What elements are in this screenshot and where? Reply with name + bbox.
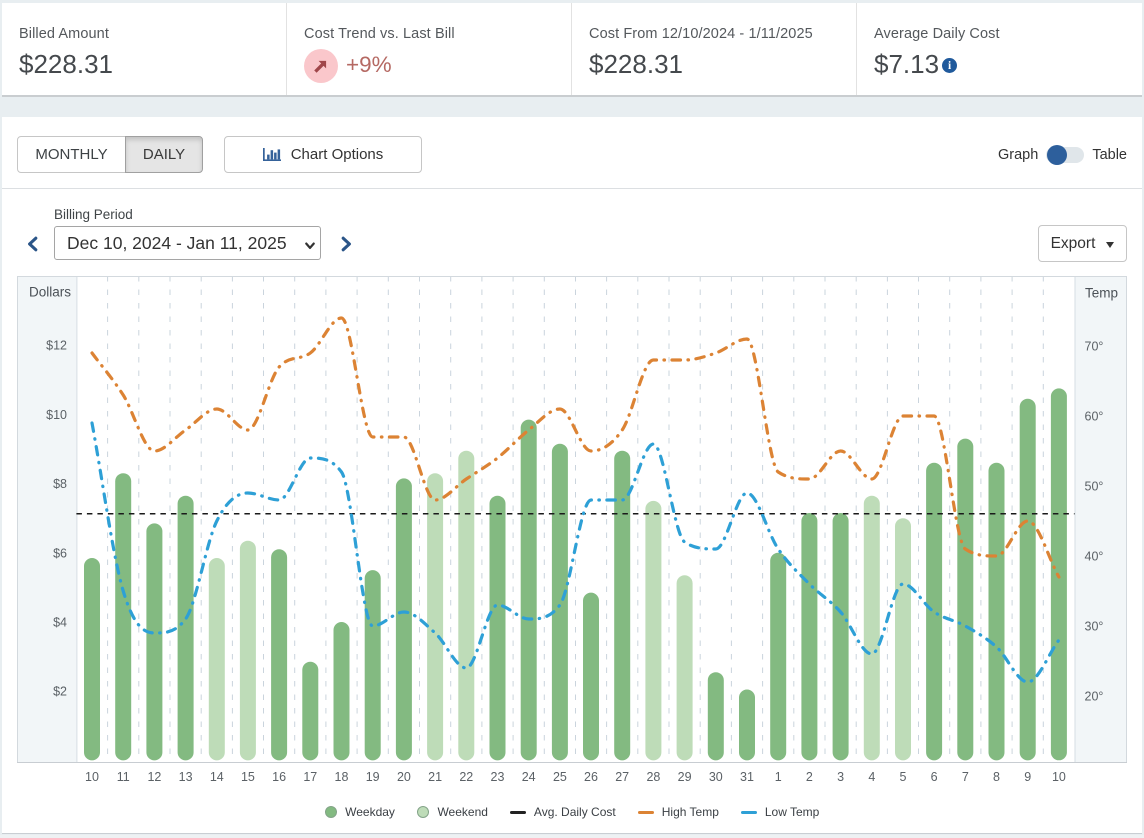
svg-text:11: 11 <box>117 770 130 784</box>
svg-text:$4: $4 <box>53 616 67 630</box>
svg-text:$12: $12 <box>46 339 67 353</box>
svg-text:4: 4 <box>868 770 875 784</box>
svg-text:15: 15 <box>241 770 255 784</box>
svg-text:16: 16 <box>272 770 286 784</box>
svg-text:21: 21 <box>428 770 442 784</box>
svg-text:$2: $2 <box>53 685 67 699</box>
svg-text:26: 26 <box>584 770 598 784</box>
svg-text:8: 8 <box>993 770 1000 784</box>
svg-text:3: 3 <box>837 770 844 784</box>
svg-text:7: 7 <box>962 770 969 784</box>
svg-text:27: 27 <box>615 770 629 784</box>
svg-text:9: 9 <box>1024 770 1031 784</box>
svg-text:$6: $6 <box>53 546 67 560</box>
svg-text:22: 22 <box>459 770 473 784</box>
svg-text:18: 18 <box>335 770 349 784</box>
svg-text:2: 2 <box>806 770 813 784</box>
svg-text:31: 31 <box>740 770 754 784</box>
svg-text:28: 28 <box>646 770 660 784</box>
svg-text:20°: 20° <box>1085 690 1104 704</box>
svg-text:$8: $8 <box>53 477 67 491</box>
svg-text:Dollars: Dollars <box>29 285 71 300</box>
svg-text:30°: 30° <box>1085 620 1104 634</box>
svg-text:23: 23 <box>491 770 505 784</box>
svg-text:25: 25 <box>553 770 567 784</box>
svg-text:70°: 70° <box>1085 340 1104 354</box>
svg-text:20: 20 <box>397 770 411 784</box>
svg-text:14: 14 <box>210 770 224 784</box>
svg-text:50°: 50° <box>1085 480 1104 494</box>
svg-text:17: 17 <box>303 770 317 784</box>
svg-text:10: 10 <box>1052 770 1066 784</box>
svg-text:29: 29 <box>678 770 692 784</box>
svg-text:6: 6 <box>931 770 938 784</box>
svg-text:60°: 60° <box>1085 410 1104 424</box>
svg-text:$10: $10 <box>46 408 67 422</box>
svg-text:24: 24 <box>522 770 536 784</box>
svg-text:30: 30 <box>709 770 723 784</box>
svg-text:13: 13 <box>179 770 193 784</box>
svg-text:19: 19 <box>366 770 380 784</box>
svg-text:Temp: Temp <box>1085 286 1118 301</box>
svg-text:40°: 40° <box>1085 550 1104 564</box>
svg-text:5: 5 <box>900 770 907 784</box>
svg-text:1: 1 <box>775 770 782 784</box>
svg-text:10: 10 <box>85 770 99 784</box>
svg-text:12: 12 <box>147 770 161 784</box>
